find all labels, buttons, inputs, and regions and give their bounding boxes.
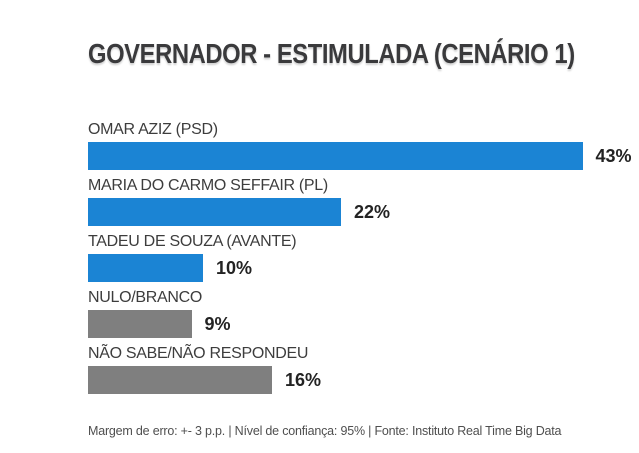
bar bbox=[88, 142, 583, 170]
bar-track: 16% bbox=[88, 366, 633, 394]
chart-title: GOVERNADOR - ESTIMULADA (CENÁRIO 1) bbox=[88, 38, 575, 69]
chart-row: MARIA DO CARMO SEFFAIR (PL) 22% bbox=[88, 177, 633, 226]
bar-label: NULO/BRANCO bbox=[88, 289, 203, 306]
bar bbox=[88, 366, 272, 394]
bar-label: MARIA DO CARMO SEFFAIR (PL) bbox=[88, 177, 328, 194]
bar-chart: OMAR AZIZ (PSD) 43% MARIA DO CARMO SEFFAIR… bbox=[88, 121, 633, 401]
bar-label: NÃO SABE/NÃO RESPONDEU bbox=[88, 345, 309, 362]
bar-label: TADEU DE SOUZA (AVANTE) bbox=[88, 233, 297, 250]
bar-label: OMAR AZIZ (PSD) bbox=[88, 121, 218, 138]
bar-value: 22% bbox=[354, 201, 391, 222]
footer-note: Margem de erro: +- 3 p.p. | Nível de con… bbox=[88, 424, 562, 438]
chart-row: NÃO SABE/NÃO RESPONDEU 16% bbox=[88, 345, 633, 394]
bar-track: 22% bbox=[88, 198, 633, 226]
bar-track: 43% bbox=[88, 142, 633, 170]
bar bbox=[88, 310, 192, 338]
bar-value: 10% bbox=[216, 257, 253, 278]
bar-track: 9% bbox=[88, 310, 633, 338]
bar-value: 16% bbox=[285, 369, 322, 390]
chart-row: NULO/BRANCO 9% bbox=[88, 289, 633, 338]
bar bbox=[88, 254, 203, 282]
bar bbox=[88, 198, 341, 226]
bar-track: 10% bbox=[88, 254, 633, 282]
chart-row: OMAR AZIZ (PSD) 43% bbox=[88, 121, 633, 170]
bar-value: 43% bbox=[595, 145, 632, 166]
bar-value: 9% bbox=[204, 313, 231, 334]
chart-row: TADEU DE SOUZA (AVANTE) 10% bbox=[88, 233, 633, 282]
